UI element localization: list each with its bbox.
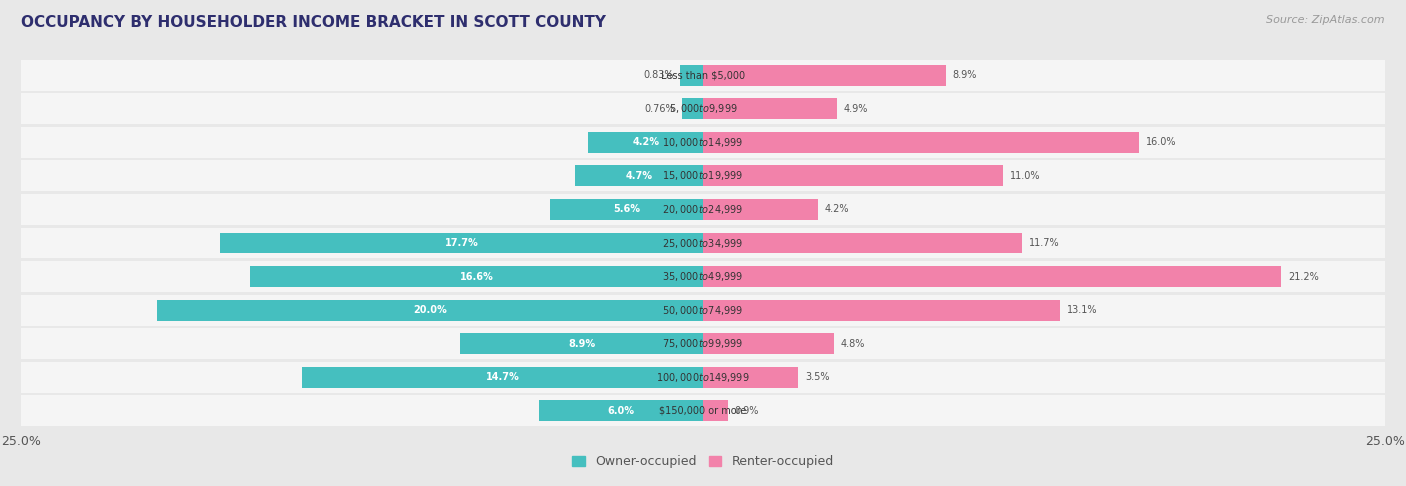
- Legend: Owner-occupied, Renter-occupied: Owner-occupied, Renter-occupied: [568, 450, 838, 473]
- Text: $25,000 to $34,999: $25,000 to $34,999: [662, 237, 744, 249]
- FancyBboxPatch shape: [703, 400, 727, 421]
- Text: 8.9%: 8.9%: [568, 339, 595, 349]
- FancyBboxPatch shape: [302, 367, 703, 388]
- Text: $5,000 to $9,999: $5,000 to $9,999: [669, 102, 737, 115]
- Text: $15,000 to $19,999: $15,000 to $19,999: [662, 169, 744, 182]
- Text: 0.76%: 0.76%: [645, 104, 675, 114]
- Text: Less than $5,000: Less than $5,000: [661, 70, 745, 80]
- FancyBboxPatch shape: [460, 333, 703, 354]
- FancyBboxPatch shape: [703, 333, 834, 354]
- FancyBboxPatch shape: [21, 362, 1385, 393]
- Text: OCCUPANCY BY HOUSEHOLDER INCOME BRACKET IN SCOTT COUNTY: OCCUPANCY BY HOUSEHOLDER INCOME BRACKET …: [21, 15, 606, 30]
- FancyBboxPatch shape: [682, 98, 703, 119]
- Text: $35,000 to $49,999: $35,000 to $49,999: [662, 270, 744, 283]
- Text: 16.6%: 16.6%: [460, 272, 494, 281]
- Text: 20.0%: 20.0%: [413, 305, 447, 315]
- FancyBboxPatch shape: [21, 295, 1385, 326]
- FancyBboxPatch shape: [21, 328, 1385, 359]
- Text: 11.7%: 11.7%: [1029, 238, 1060, 248]
- Text: 4.7%: 4.7%: [626, 171, 652, 181]
- FancyBboxPatch shape: [703, 132, 1139, 153]
- Text: 14.7%: 14.7%: [485, 372, 519, 382]
- FancyBboxPatch shape: [703, 199, 817, 220]
- FancyBboxPatch shape: [703, 165, 1002, 186]
- Text: 4.8%: 4.8%: [841, 339, 865, 349]
- Text: 17.7%: 17.7%: [444, 238, 478, 248]
- Text: Source: ZipAtlas.com: Source: ZipAtlas.com: [1267, 15, 1385, 25]
- FancyBboxPatch shape: [703, 233, 1022, 253]
- FancyBboxPatch shape: [703, 300, 1060, 321]
- FancyBboxPatch shape: [589, 132, 703, 153]
- FancyBboxPatch shape: [21, 127, 1385, 158]
- Text: 16.0%: 16.0%: [1146, 137, 1177, 147]
- FancyBboxPatch shape: [21, 396, 1385, 426]
- FancyBboxPatch shape: [681, 65, 703, 86]
- Text: 13.1%: 13.1%: [1067, 305, 1098, 315]
- Text: 4.9%: 4.9%: [844, 104, 868, 114]
- Text: $20,000 to $24,999: $20,000 to $24,999: [662, 203, 744, 216]
- FancyBboxPatch shape: [550, 199, 703, 220]
- Text: 4.2%: 4.2%: [824, 205, 849, 214]
- Text: 4.2%: 4.2%: [633, 137, 659, 147]
- Text: $150,000 or more: $150,000 or more: [659, 406, 747, 416]
- Text: 8.9%: 8.9%: [953, 70, 977, 80]
- FancyBboxPatch shape: [21, 60, 1385, 90]
- FancyBboxPatch shape: [703, 98, 837, 119]
- FancyBboxPatch shape: [21, 227, 1385, 259]
- Text: 5.6%: 5.6%: [613, 205, 640, 214]
- FancyBboxPatch shape: [703, 65, 946, 86]
- FancyBboxPatch shape: [21, 160, 1385, 191]
- FancyBboxPatch shape: [703, 367, 799, 388]
- FancyBboxPatch shape: [575, 165, 703, 186]
- FancyBboxPatch shape: [21, 261, 1385, 292]
- FancyBboxPatch shape: [157, 300, 703, 321]
- Text: 0.9%: 0.9%: [734, 406, 759, 416]
- Text: $75,000 to $99,999: $75,000 to $99,999: [662, 337, 744, 350]
- Text: $100,000 to $149,999: $100,000 to $149,999: [657, 371, 749, 384]
- Text: 0.83%: 0.83%: [643, 70, 673, 80]
- Text: $10,000 to $14,999: $10,000 to $14,999: [662, 136, 744, 149]
- FancyBboxPatch shape: [21, 93, 1385, 124]
- Text: 3.5%: 3.5%: [806, 372, 830, 382]
- Text: $50,000 to $74,999: $50,000 to $74,999: [662, 304, 744, 317]
- FancyBboxPatch shape: [703, 266, 1281, 287]
- FancyBboxPatch shape: [221, 233, 703, 253]
- Text: 11.0%: 11.0%: [1010, 171, 1040, 181]
- Text: 6.0%: 6.0%: [607, 406, 634, 416]
- FancyBboxPatch shape: [250, 266, 703, 287]
- FancyBboxPatch shape: [540, 400, 703, 421]
- FancyBboxPatch shape: [21, 194, 1385, 225]
- Text: 21.2%: 21.2%: [1288, 272, 1319, 281]
